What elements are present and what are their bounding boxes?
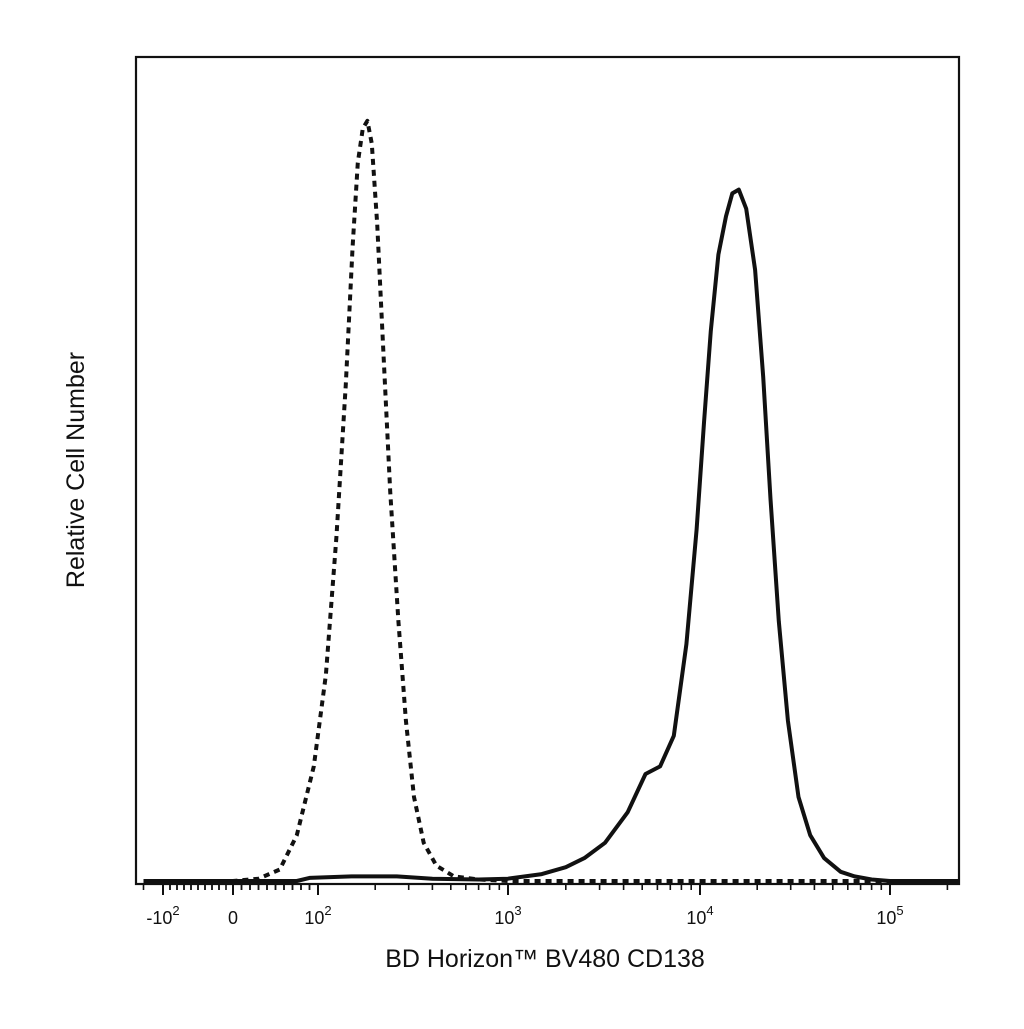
x-tick-label: 105 <box>876 903 903 928</box>
series-layer <box>143 118 959 883</box>
series-line-dashed <box>143 118 959 883</box>
x-tick-label: 0 <box>228 908 238 928</box>
plot-frame <box>134 55 961 886</box>
x-tick-labels: -102 0 102 103 104 105 <box>146 903 903 928</box>
x-tick-label: -102 <box>146 903 179 928</box>
x-major-ticks <box>162 884 891 895</box>
y-axis-label: Relative Cell Number <box>62 352 90 588</box>
x-axis-label: BD Horizon™ BV480 CD138 <box>385 945 705 973</box>
x-tick-label: 103 <box>494 903 521 928</box>
series-line-solid <box>143 187 959 883</box>
x-tick-label: 104 <box>686 903 713 928</box>
x-tick-label: 102 <box>304 903 331 928</box>
x-minor-ticks <box>142 884 949 890</box>
